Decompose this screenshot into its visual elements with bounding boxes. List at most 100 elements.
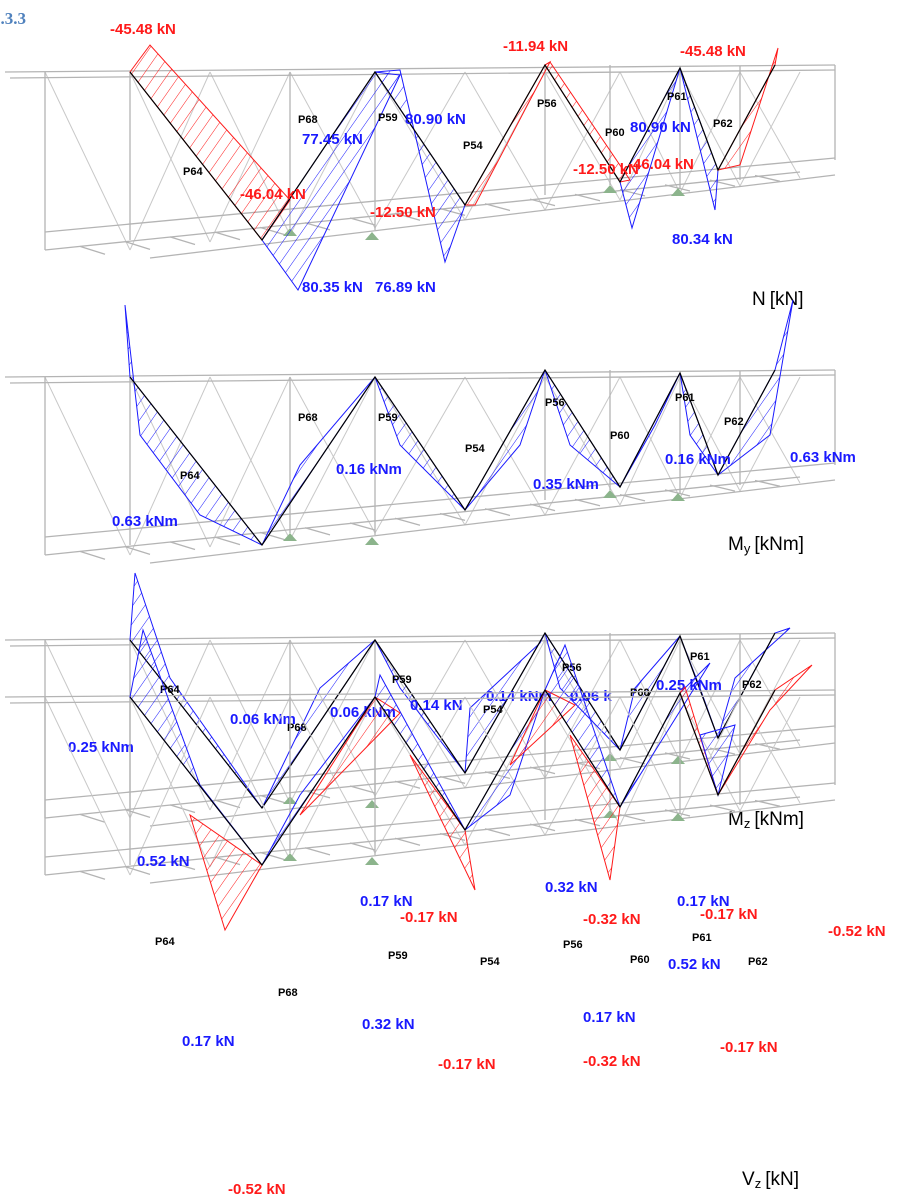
cross-beam — [170, 237, 195, 245]
cross-beam — [485, 509, 510, 516]
quantity-subscript: z — [755, 1176, 762, 1191]
quantity-subscript: y — [744, 541, 751, 556]
cross-beam — [215, 537, 240, 544]
value-label: 0.17 kN — [360, 893, 413, 910]
value-label: -12.50 kN — [370, 204, 436, 221]
section-number: 5.3.3 — [0, 9, 26, 28]
cross-beam — [440, 777, 465, 784]
value-label: 0.17 kN — [583, 1009, 636, 1026]
cross-beam — [170, 542, 195, 550]
value-label: -45.48 kN — [110, 21, 176, 38]
truss-panel — [5, 45, 835, 290]
diagram-area — [718, 300, 793, 475]
value-label: 76.89 kN — [375, 279, 436, 296]
member-label: P62 — [748, 956, 768, 968]
cross-beam — [755, 480, 780, 486]
quantity-label: My[kNm] — [728, 534, 804, 556]
cross-beam — [575, 499, 600, 505]
cross-beam — [80, 551, 105, 559]
member-label: P54 — [465, 443, 485, 455]
cross-beam — [215, 800, 240, 807]
value-label: 80.34 kN — [672, 231, 733, 248]
support — [603, 185, 617, 193]
member-label: P61 — [667, 91, 687, 103]
diagonal — [45, 72, 130, 250]
member-label: P62 — [713, 118, 733, 130]
value-label: -45.48 kN — [680, 43, 746, 60]
member-label: P68 — [298, 412, 318, 424]
value-label: 0.32 kN — [545, 879, 598, 896]
cross-beam — [530, 824, 555, 831]
value-label: -0.32 kN — [583, 911, 641, 928]
cross-beam — [215, 232, 240, 239]
member-label: P54 — [483, 704, 503, 716]
member-label: P60 — [630, 954, 650, 966]
member-label: P56 — [545, 397, 565, 409]
support — [365, 232, 379, 240]
quantity-symbol: N — [752, 289, 766, 310]
value-label: -0.17 kN — [700, 906, 758, 923]
diagonal — [45, 697, 130, 875]
member-label: P54 — [480, 956, 500, 968]
value-label: 0.16 kNm — [665, 451, 731, 468]
member-label: P59 — [378, 112, 398, 124]
value-label: 80.35 kN — [302, 279, 363, 296]
support — [603, 490, 617, 498]
value-label: 0.06 kNm — [230, 711, 296, 728]
quantity-unit: [kNm] — [754, 809, 804, 830]
cross-beam — [755, 800, 780, 806]
quantity-label: Mz[kNm] — [728, 809, 804, 831]
member-label: P56 — [537, 98, 557, 110]
member-label: P68 — [298, 114, 318, 126]
value-label: -11.94 kN — [503, 38, 568, 55]
diagonal — [45, 640, 130, 818]
value-label: -0.17 kN — [720, 1039, 778, 1056]
member-label: P61 — [675, 392, 695, 404]
cross-beam — [485, 204, 510, 211]
cross-beam — [395, 838, 420, 845]
value-label: 0.17 kN — [182, 1033, 235, 1050]
support — [365, 800, 379, 808]
member-label: P61 — [690, 651, 710, 663]
value-label: -0.32 kN — [583, 1053, 641, 1070]
cross-beam — [260, 532, 285, 539]
value-label: 80.90 kN — [630, 119, 691, 136]
value-label: 0.32 kN — [362, 1016, 415, 1033]
cross-beam — [440, 514, 465, 521]
diagram-area — [130, 45, 290, 240]
quantity-label: N[kN] — [752, 289, 804, 310]
support — [283, 853, 297, 861]
cross-beam — [260, 852, 285, 859]
value-label: 80.90 kN — [405, 111, 466, 128]
diagram-area — [262, 72, 400, 290]
member-label: P64 — [183, 166, 203, 178]
value-label: -0.52 kN — [828, 923, 886, 940]
page: 5.3.3 P64 P68 P59 P54 P56 P60 P61 P62 -45.48 kN -… — [0, 0, 923, 1201]
cross-beam — [80, 246, 105, 254]
value-label: 0.63 kNm — [112, 513, 178, 530]
cross-beam — [395, 518, 420, 525]
member-label: P56 — [563, 939, 583, 951]
value-label: 0.35 kNm — [533, 476, 599, 493]
cross-beam — [710, 485, 735, 491]
value-label: 0.63 kNm — [790, 449, 856, 466]
member-line — [130, 633, 775, 808]
quantity-unit: [kN] — [765, 1169, 799, 1190]
value-label: 0.52 kN — [137, 853, 190, 870]
diagonal — [290, 377, 375, 540]
cross-beam — [260, 795, 285, 802]
member-label: P62 — [742, 679, 762, 691]
support — [365, 537, 379, 545]
support — [365, 857, 379, 865]
member-label: P60 — [605, 127, 625, 139]
value-label: -46.04 kN — [628, 156, 694, 173]
quantity-symbol: M — [728, 534, 744, 555]
value-label: -0.17 kN — [438, 1056, 496, 1073]
member-label: P60 — [610, 430, 630, 442]
value-label: -0.52 kN — [228, 1181, 286, 1198]
member-label: P54 — [463, 140, 483, 152]
cross-beam — [755, 175, 780, 181]
cross-beam — [305, 528, 330, 535]
diagram-area — [680, 68, 718, 210]
member-label: P62 — [724, 416, 744, 428]
